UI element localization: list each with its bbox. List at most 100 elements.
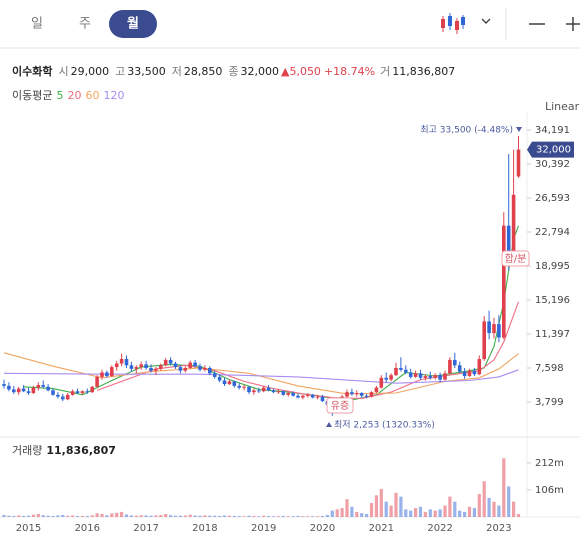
volume-bar	[193, 515, 197, 517]
price-tag-bg	[527, 141, 574, 158]
volume-bar	[71, 515, 75, 517]
quote-value: 32,000	[240, 65, 279, 78]
volume-bar	[507, 486, 511, 517]
volume-bar	[355, 511, 359, 517]
candle-body	[457, 365, 462, 372]
candle-body	[502, 225, 506, 338]
volume-bar	[80, 515, 84, 517]
candle-body	[345, 392, 349, 397]
candle-body	[355, 393, 359, 395]
volume-bar	[316, 516, 320, 517]
candle-body	[237, 385, 241, 388]
candle-body	[51, 390, 55, 395]
candle-body	[183, 367, 188, 371]
volume-bar	[90, 515, 94, 517]
volume-bar	[365, 513, 369, 517]
moving-average	[3, 369, 519, 384]
volume-bar	[66, 515, 70, 517]
volume-bar	[213, 515, 217, 517]
volume-bar	[414, 508, 418, 517]
icon-candle	[441, 19, 445, 28]
candle-body	[16, 388, 21, 393]
volume-bar	[203, 515, 207, 517]
volume-bar	[26, 515, 31, 517]
tab[interactable]: 일	[31, 17, 43, 32]
ma-legend-item: 60	[85, 89, 99, 102]
candle-body	[168, 359, 173, 364]
volume-bar	[320, 515, 325, 517]
candle-body	[193, 362, 197, 367]
quote-line: 이수화학 시 29,000 고 33,500 저 28,850 종 32,000 ▲5,050 +1…	[12, 64, 455, 78]
ma-legend-item: 5	[56, 89, 63, 102]
volume-bar	[330, 510, 334, 517]
candle-body	[105, 372, 109, 377]
candle-body	[384, 377, 388, 380]
volume-bar	[335, 509, 339, 517]
ma-legend-title: 이동평균	[12, 89, 52, 102]
event-badge	[501, 250, 530, 267]
y-tick-label: 22,794	[535, 227, 570, 238]
candle-body	[12, 389, 16, 393]
candle-body	[56, 394, 60, 397]
tab[interactable]: 주	[79, 17, 91, 32]
candle-body	[433, 375, 437, 378]
candle-body	[472, 370, 477, 375]
tab[interactable]: 월	[127, 16, 139, 32]
y-tick-label: 26,593	[535, 193, 570, 204]
candle-body	[85, 391, 90, 393]
candle-body	[320, 396, 325, 402]
quote-change: ▲5,050	[281, 65, 321, 78]
candle-body	[487, 321, 491, 334]
candle-body	[261, 387, 266, 392]
volume-bar	[227, 515, 231, 517]
volume-bar	[453, 501, 457, 517]
candle-body	[31, 387, 36, 394]
volume-bar	[281, 515, 285, 517]
volume-bar	[487, 497, 491, 517]
candle-body	[247, 386, 251, 393]
zoom-in-button[interactable]	[566, 17, 580, 31]
volume-bar	[183, 515, 187, 517]
volume-bar	[448, 496, 452, 517]
high-annotation: 최고 33,500 (-4.48%)	[420, 125, 513, 136]
candle-body	[188, 362, 192, 368]
candle-body	[315, 396, 320, 398]
candle-body	[222, 380, 227, 385]
stock-name: 이수화학	[12, 64, 52, 78]
volume-bar	[296, 515, 300, 517]
chart-type-button[interactable]	[441, 13, 465, 34]
x-tick-label: 2018	[192, 523, 217, 534]
volume-bar	[428, 509, 432, 517]
candle-body	[178, 367, 183, 371]
candle-body	[350, 392, 354, 394]
candle-body	[208, 367, 212, 374]
scale-label[interactable]: Linear	[545, 100, 580, 113]
candle-body	[203, 367, 207, 370]
quote-label: 고	[115, 65, 125, 78]
y-tick-label: 15,196	[535, 295, 570, 306]
candle-body	[286, 393, 290, 395]
volume-bar	[115, 512, 119, 517]
ma-legend-item: 120	[103, 89, 124, 102]
volume-bar	[124, 514, 129, 517]
quote-change-pct: +18.74%	[324, 65, 375, 78]
volume-bar	[433, 510, 437, 517]
candle-body	[80, 391, 85, 394]
candle-body	[467, 370, 472, 377]
candle-body	[448, 359, 452, 374]
volume-bar	[51, 515, 55, 517]
candle-body	[516, 149, 521, 177]
volume-bar	[423, 511, 427, 517]
candle-body	[394, 367, 398, 376]
candle-body	[163, 359, 168, 366]
volume-bar	[218, 515, 222, 517]
candle-body	[306, 394, 310, 396]
dropdown-chevron[interactable]	[481, 18, 491, 24]
volume-bar	[271, 516, 276, 517]
candle-body	[70, 391, 75, 395]
candle-body	[139, 364, 143, 368]
candle-body	[227, 381, 232, 385]
candle-body	[428, 376, 433, 378]
volume-bar	[482, 481, 486, 517]
candle-body	[291, 393, 295, 396]
